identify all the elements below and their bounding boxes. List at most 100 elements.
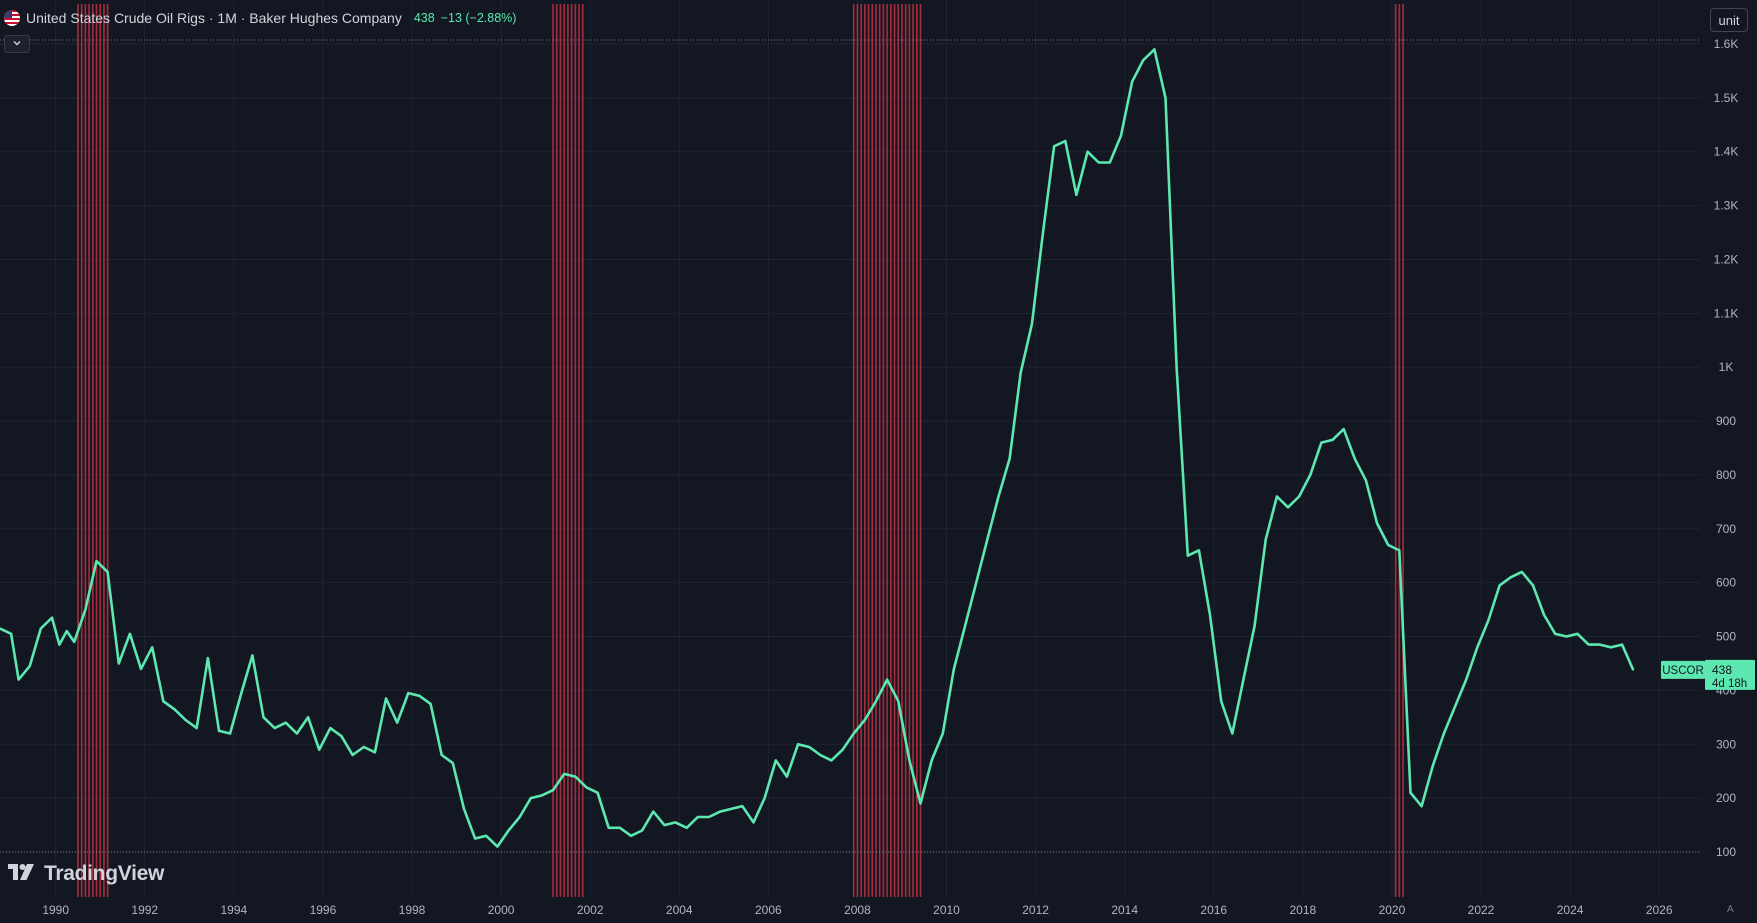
data-point [941,732,944,735]
x-axis[interactable]: 1990 1992 1994 1996 1998 2000 2002 2004 2006 2008… [0,897,1757,923]
data-point [66,630,68,632]
x-tick-label: 1992 [131,903,158,917]
data-point [1365,479,1367,482]
data-point [1632,669,1634,671]
ticker-label: USCOR [1662,665,1704,677]
x-tick-label: 2020 [1379,903,1406,917]
data-point [719,810,721,813]
data-point [1008,457,1011,460]
data-point [1175,366,1178,369]
us-flag-icon [4,10,20,26]
y-tick-label: 500 [1716,630,1736,644]
data-point [440,754,443,756]
data-point [1587,643,1590,646]
data-point [40,627,42,630]
chevron-down-icon [12,35,22,53]
data-point [585,786,588,789]
y-tick-label: 900 [1716,414,1736,428]
data-point [1576,633,1579,635]
data-point [619,826,621,829]
y-tick-label: 800 [1716,468,1736,482]
data-point [117,662,120,665]
data-point [1209,614,1211,616]
series-line [0,48,1635,848]
data-point [1253,624,1256,627]
x-axis-background [0,897,1757,923]
data-point [730,808,733,810]
x-tick-label: 1994 [220,903,247,917]
x-tick-label: 1996 [310,903,337,917]
data-point [852,732,855,735]
data-point [1142,59,1145,61]
data-point [129,633,131,635]
data-point [1097,161,1100,164]
data-point [930,759,933,762]
data-point [362,746,365,748]
data-point [864,719,866,721]
data-point [819,754,822,756]
data-point [1331,439,1334,441]
data-point [541,794,543,797]
y-tick-label: 1.2K [1714,252,1739,266]
y-axis[interactable]: 1002003004005006007008009001K1.1K1.2K1.3… [1700,0,1757,923]
data-point [1120,134,1122,137]
data-point [663,824,666,826]
price-label: 438 [1712,663,1732,677]
data-point [351,754,354,756]
data-point [1376,522,1378,525]
data-point [1231,732,1234,735]
data-point [685,826,688,829]
ticker-box [1661,660,1705,679]
reference-lines [0,39,1700,853]
x-tick-label: 2026 [1646,903,1673,917]
data-point [262,716,265,719]
data-point [1109,161,1111,164]
data-point [296,732,298,735]
symbol-title[interactable]: United States Crude Oil Rigs · 1M · Bake… [26,10,402,26]
data-point [1409,791,1412,794]
data-point [1420,805,1423,808]
data-point [307,716,309,719]
data-point [452,762,454,764]
data-point [340,735,343,737]
data-point [140,668,142,670]
data-point [641,829,643,832]
data-point [207,657,209,659]
data-point [774,759,777,762]
data-point [28,665,31,667]
collapse-legend-button[interactable] [4,35,30,53]
x-tick-label: 2000 [488,903,515,917]
x-tick-label: 2014 [1111,903,1138,917]
y-tick-label: 700 [1716,522,1736,536]
data-point [1342,428,1345,430]
y-tick-label: 100 [1716,845,1736,859]
data-point [1131,80,1133,83]
data-point [1220,700,1222,702]
data-point [1086,150,1089,153]
data-point [986,538,989,541]
recession-band [552,4,584,897]
auto-scale-button[interactable]: A [1727,904,1734,915]
x-tick-label: 2002 [577,903,604,917]
y-tick-label: 1.1K [1714,306,1739,320]
y-tick-label: 1.4K [1714,145,1739,159]
data-point [752,821,755,824]
data-point [1164,97,1167,99]
tradingview-logo-icon [8,862,36,886]
data-point [251,654,254,657]
data-point [1042,231,1044,234]
y-tick-label: 600 [1716,576,1736,590]
data-point [574,775,577,778]
data-point [563,773,565,775]
data-point [1487,619,1490,622]
x-tick-label: 2004 [666,903,693,917]
data-point [886,678,888,681]
data-point [1198,549,1200,552]
unit-button[interactable]: unit [1710,8,1748,32]
data-point [1298,495,1300,498]
data-point [1320,441,1323,444]
data-point [741,805,744,808]
data-point [507,829,510,832]
data-point [10,633,12,635]
